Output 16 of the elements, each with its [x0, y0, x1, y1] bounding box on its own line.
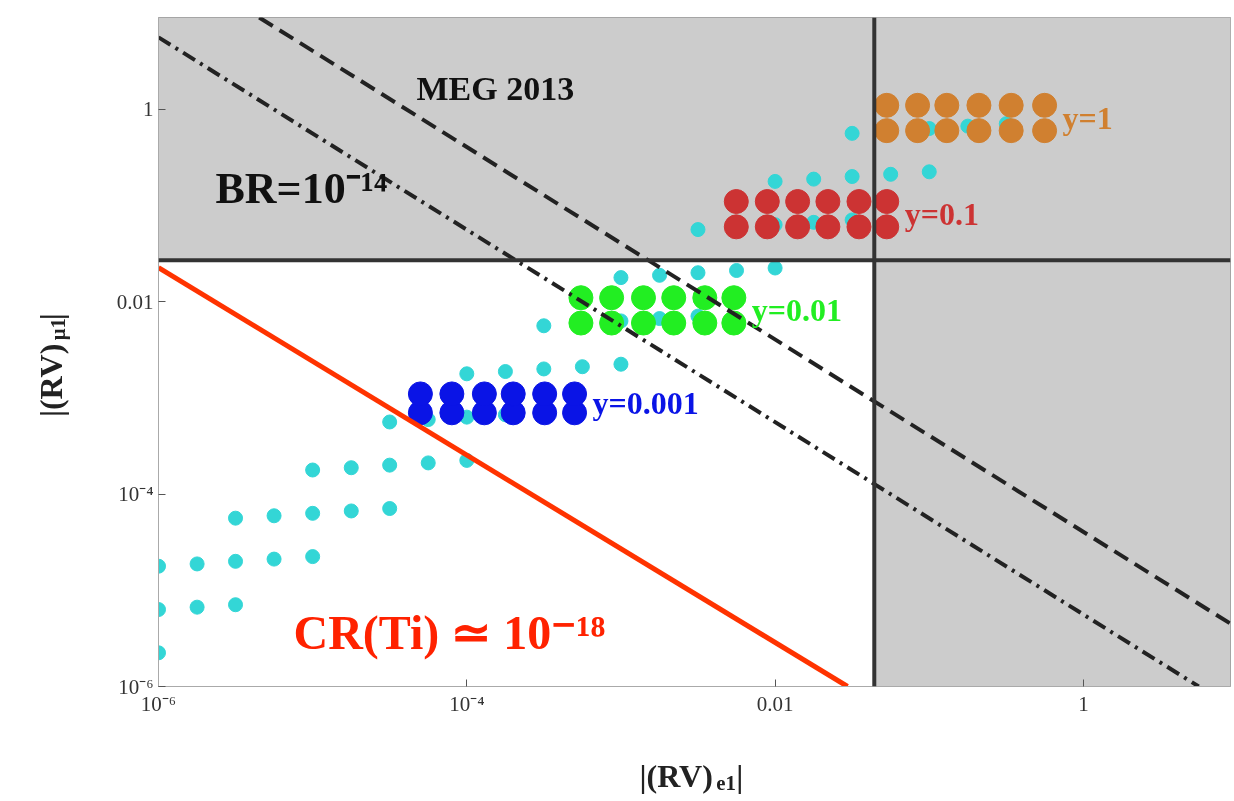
x-tick-label: 10⁻⁴	[449, 691, 485, 716]
y-tick-label: 10⁻⁴	[118, 482, 154, 507]
series-label: y=0.1	[904, 196, 979, 233]
series-label: y=0.01	[751, 292, 843, 329]
series-label: y=1	[1062, 99, 1113, 136]
x-tick-label: 0.01	[756, 691, 794, 716]
x-tick-label: 10⁻⁶	[140, 691, 177, 716]
annotation: MEG 2013	[416, 70, 575, 107]
x-axis-title: |(RV)e1|	[639, 757, 744, 794]
y-axis-title: |(RV)μ1|	[32, 313, 71, 418]
annotation: CR(Ti) ≃ 10⁻¹⁸	[293, 606, 606, 660]
x-tick-label: 1	[1078, 691, 1089, 716]
series-label: y=0.001	[592, 385, 699, 422]
y-tick-label: 1	[143, 97, 154, 122]
y-tick-label: 0.01	[116, 289, 154, 314]
annotation: BR=10⁻¹⁴	[215, 164, 388, 213]
